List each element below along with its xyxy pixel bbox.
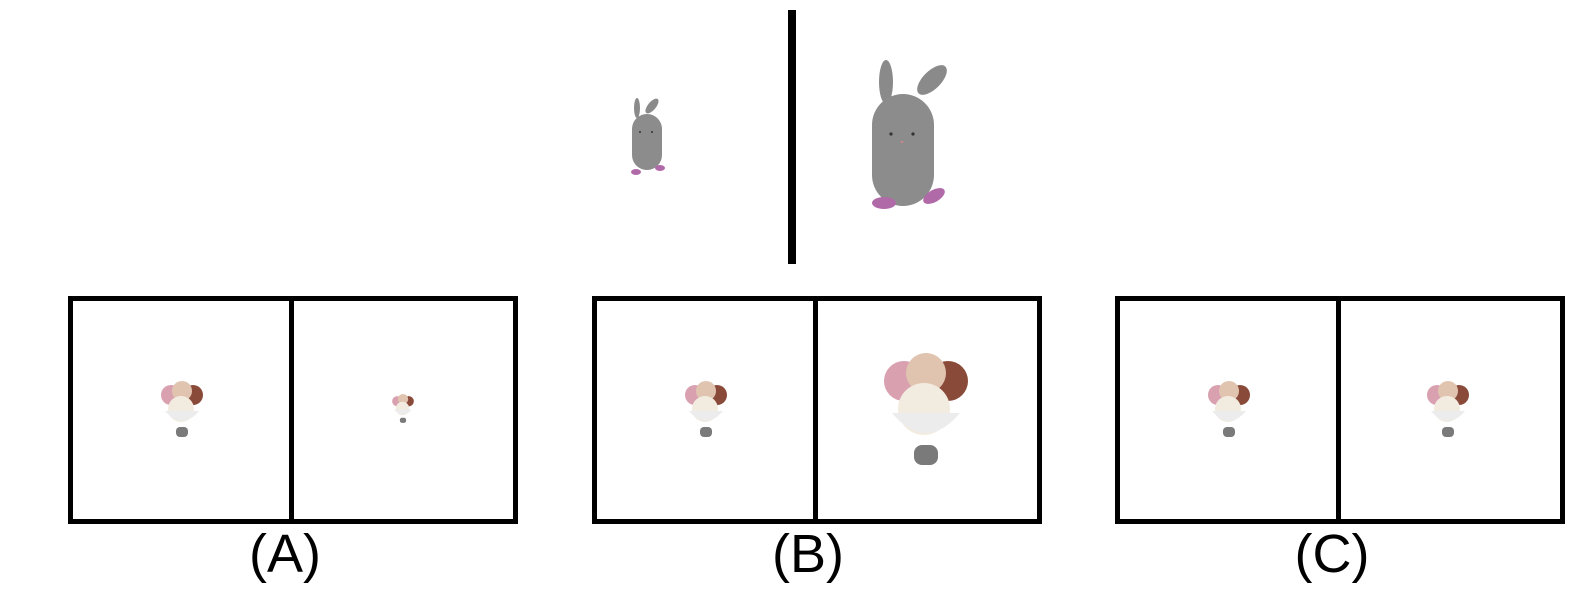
option-c-panel[interactable]: [1115, 296, 1565, 524]
bunny-large: [872, 60, 947, 209]
option-c-right-cell: [1341, 301, 1560, 519]
bunny-small: [631, 98, 665, 175]
reference-divider: [788, 10, 796, 264]
option-a-label[interactable]: (A): [249, 524, 321, 584]
option-a-right-cell: [294, 301, 513, 519]
option-c-left-cell: [1120, 301, 1336, 519]
option-b-left-cell: [597, 301, 813, 519]
bunny-small-image: [631, 98, 665, 175]
ice-cream-sundae-icon: [1208, 381, 1250, 437]
bunny-large-image: [872, 60, 947, 209]
ice-cream-sundae-small-icon: [392, 394, 414, 423]
option-b-divider: [813, 301, 818, 519]
ice-cream-sundae-icon: [685, 381, 727, 437]
option-b-label[interactable]: (B): [772, 524, 844, 584]
option-a-divider: [289, 301, 294, 519]
option-b-panel[interactable]: [592, 296, 1042, 524]
option-c-divider: [1336, 301, 1341, 519]
option-c-label[interactable]: (C): [1294, 524, 1370, 584]
option-a-panel[interactable]: [68, 296, 518, 524]
ice-cream-sundae-icon: [1427, 381, 1469, 437]
option-a-left-cell: [73, 301, 289, 519]
option-b-right-cell: [818, 301, 1037, 519]
ice-cream-sundae-icon: [161, 381, 203, 437]
ice-cream-sundae-large-icon: [884, 353, 968, 465]
